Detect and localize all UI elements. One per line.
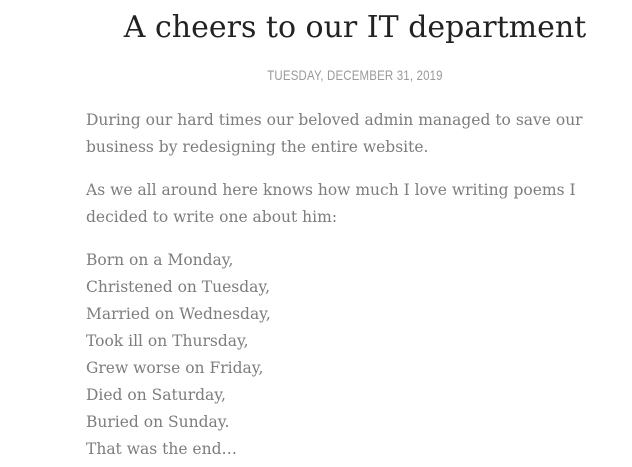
poem-line: Christened on Tuesday,	[86, 278, 271, 296]
poem-line: Married on Wednesday,	[86, 305, 271, 323]
post-title: A cheers to our IT department	[123, 10, 587, 45]
post-paragraph: As we all around here knows how much I l…	[86, 181, 576, 226]
post-date: TUESDAY, DECEMBER 31, 2019	[267, 67, 443, 83]
poem-line: Grew worse on Friday,	[86, 359, 264, 377]
poem: Born on a Monday, Christened on Tuesday,…	[86, 247, 606, 463]
poem-line: That was the end…	[86, 440, 237, 458]
post-body: During our hard times our beloved admin …	[86, 107, 606, 463]
poem-line: Died on Saturday,	[86, 386, 226, 404]
poem-line: Born on a Monday,	[86, 251, 234, 269]
poem-line: Buried on Sunday.	[86, 413, 230, 431]
post-paragraph: During our hard times our beloved admin …	[86, 111, 583, 156]
poem-line: Took ill on Thursday,	[86, 332, 249, 350]
